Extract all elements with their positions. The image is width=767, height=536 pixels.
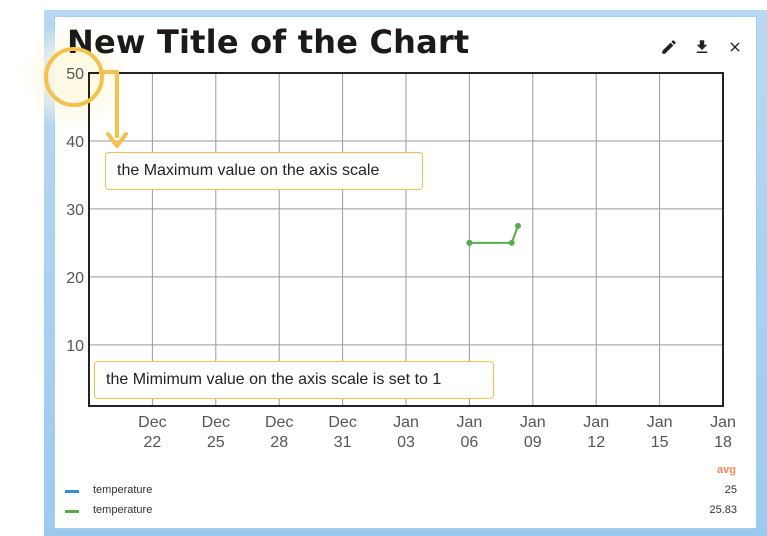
avg-column-header: avg xyxy=(717,464,736,476)
pencil-icon xyxy=(662,40,676,54)
min-value-callout: the Mimimum value on the axis scale is s… xyxy=(94,361,494,399)
x-tick-day: 09 xyxy=(524,434,542,451)
min-value-note: the Mimimum value on the axis scale is s… xyxy=(106,371,442,388)
max-highlight-circle xyxy=(44,47,104,107)
x-tick-month: Jan xyxy=(393,414,419,431)
x-tick-month: Dec xyxy=(328,414,356,431)
y-tick-label: 40 xyxy=(66,134,84,151)
max-value-callout: the Maximum value on the axis scale xyxy=(105,152,423,190)
chart-title: New Title of the Chart xyxy=(67,23,470,61)
legend-swatch xyxy=(65,510,79,513)
x-tick-day: 22 xyxy=(144,434,162,451)
callout-arrow-line xyxy=(99,70,119,138)
data-point xyxy=(515,222,522,229)
x-tick-day: 28 xyxy=(270,434,288,451)
x-tick-month: Dec xyxy=(202,414,230,431)
x-tick-month: Jan xyxy=(457,414,483,431)
x-tick-day: 31 xyxy=(334,434,352,451)
y-tick-label: 30 xyxy=(66,202,84,219)
y-tick-label: 20 xyxy=(66,270,84,287)
x-tick-month: Jan xyxy=(583,414,609,431)
legend-avg-value: 25.83 xyxy=(709,504,737,516)
max-value-note: the Maximum value on the axis scale xyxy=(117,162,380,179)
y-tick-label: 50 xyxy=(66,66,84,83)
callout-arrow-head xyxy=(106,132,128,148)
legend-swatch xyxy=(65,490,79,493)
x-tick-day: 25 xyxy=(207,434,225,451)
x-tick-month: Dec xyxy=(265,414,293,431)
x-tick-month: Jan xyxy=(647,414,673,431)
x-tick-month: Dec xyxy=(138,414,166,431)
x-tick-day: 03 xyxy=(397,434,415,451)
x-tick-day: 06 xyxy=(461,434,479,451)
x-tick-day: 12 xyxy=(587,434,605,451)
highlight-glow xyxy=(20,22,130,132)
x-tick-day: 15 xyxy=(651,434,669,451)
legend-avg-value: 25 xyxy=(724,484,737,496)
legend-label[interactable]: temperature xyxy=(93,504,153,516)
data-point xyxy=(508,239,515,246)
y-tick-label: 10 xyxy=(66,338,84,355)
x-tick-month: Jan xyxy=(520,414,546,431)
legend-label[interactable]: temperature xyxy=(93,484,153,496)
download-icon xyxy=(696,40,708,53)
chart-toolbar xyxy=(658,36,746,58)
close-button[interactable] xyxy=(724,36,746,58)
plot-frame xyxy=(88,72,724,407)
edit-button[interactable] xyxy=(658,36,680,58)
x-tick-month: Jan xyxy=(710,414,736,431)
data-point xyxy=(466,239,473,246)
close-icon xyxy=(730,42,740,52)
download-button[interactable] xyxy=(691,36,713,58)
x-tick-day: 18 xyxy=(714,434,732,451)
